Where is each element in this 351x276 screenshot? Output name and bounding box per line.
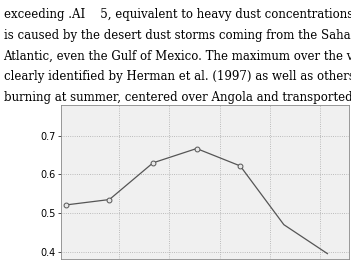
Text: clearly identified by Herman et al. (1997) as well as others: clearly identified by Herman et al. (199…	[4, 70, 351, 83]
Text: is caused by the desert dust storms coming from the Saha: is caused by the desert dust storms comi…	[4, 29, 350, 42]
Text: Atlantic, even the Gulf of Mexico. The maximum over the v: Atlantic, even the Gulf of Mexico. The m…	[4, 50, 351, 63]
Text: burning at summer, centered over Angola and transported o: burning at summer, centered over Angola …	[4, 91, 351, 104]
Text: exceeding .AI    5, equivalent to heavy dust concentrations.: exceeding .AI 5, equivalent to heavy dus…	[4, 8, 351, 21]
